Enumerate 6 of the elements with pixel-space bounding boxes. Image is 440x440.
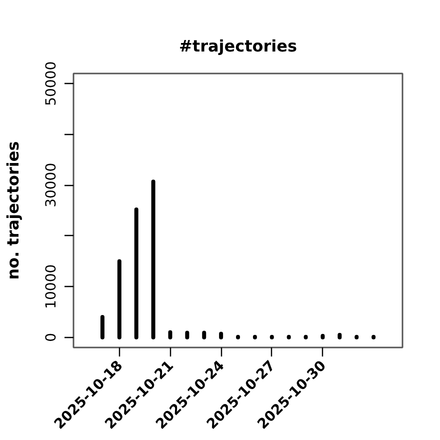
- y-axis-title: no. trajectories: [4, 141, 22, 280]
- y-tick-label: 0: [44, 332, 60, 342]
- y-tick-label: 10000: [44, 264, 60, 309]
- y-tick-label: 50000: [44, 61, 60, 106]
- y-tick-label: 30000: [44, 162, 60, 208]
- chart-title: #trajectories: [179, 36, 297, 56]
